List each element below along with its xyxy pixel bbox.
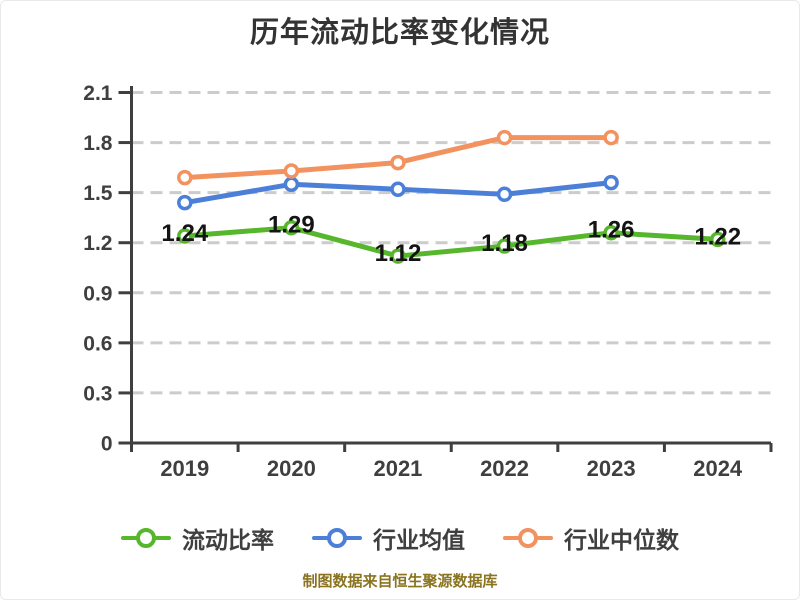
legend-line-icon <box>312 528 362 548</box>
y-tick-label: 0 <box>101 433 113 456</box>
y-tick-label: 0.9 <box>83 282 112 305</box>
legend-dot-icon <box>518 528 538 548</box>
x-tick-label: 2023 <box>587 456 636 481</box>
data-point <box>390 248 406 264</box>
legend-label: 流动比率 <box>182 527 274 553</box>
data-point <box>177 194 193 211</box>
legend-item-current-ratio: 流动比率 <box>121 521 274 555</box>
data-point <box>283 163 300 179</box>
y-tick-label: 2.1 <box>83 82 113 105</box>
y-tick-label: 1.8 <box>83 132 113 155</box>
data-point <box>177 228 193 244</box>
chart-title: 历年流动比率变化情况 <box>249 17 550 49</box>
y-tick-label: 0.3 <box>83 382 112 405</box>
data-point <box>603 174 619 191</box>
data-point <box>390 154 406 171</box>
data-point <box>496 238 513 254</box>
y-tick-label: 1.2 <box>83 232 112 255</box>
x-tick-label: 2022 <box>480 456 529 481</box>
data-point <box>283 219 300 236</box>
data-point <box>496 186 513 203</box>
data-point-label: 1.18 <box>481 230 528 257</box>
y-axis-labels: 0 0.3 0.6 0.9 1.2 1.5 1.8 2.1 <box>83 82 113 456</box>
data-point-label: 1.12 <box>375 240 422 267</box>
x-tick-label: 2021 <box>373 456 422 481</box>
series-current-ratio <box>177 219 726 264</box>
data-point-label: 1.22 <box>694 223 741 250</box>
x-tick-label: 2019 <box>160 456 209 481</box>
axes <box>118 86 773 452</box>
data-point-label: 1.29 <box>268 212 315 239</box>
x-tick-label: 2024 <box>693 456 743 481</box>
series-industry-average <box>177 174 619 211</box>
data-point <box>283 176 300 193</box>
legend-label: 行业中位数 <box>564 527 679 553</box>
legend-line-icon <box>503 528 553 548</box>
data-point <box>603 129 619 146</box>
data-point <box>709 231 726 248</box>
legend-item-industry-median: 行业中位数 <box>503 521 679 555</box>
legend-item-industry-average: 行业均值 <box>312 521 465 555</box>
data-point <box>496 129 513 146</box>
data-source-note: 制图数据来自恒生聚源数据库 <box>302 573 498 590</box>
data-point <box>603 224 619 241</box>
legend-dot-icon <box>327 528 347 548</box>
data-point <box>390 181 406 198</box>
legend-dot-icon <box>136 528 156 548</box>
y-tick-label: 0.6 <box>83 332 112 355</box>
data-point <box>177 169 193 186</box>
data-point-label: 1.26 <box>588 217 635 244</box>
data-point-label: 1.24 <box>161 220 208 247</box>
x-tick-label: 2020 <box>267 456 316 481</box>
gridlines <box>131 91 771 395</box>
legend-line-icon <box>121 528 171 548</box>
legend-label: 行业均值 <box>373 527 465 553</box>
series-industry-median <box>177 129 619 186</box>
x-axis-labels: 2019 2020 2021 2022 2023 2024 <box>160 456 743 481</box>
chart-legend: 流动比率 行业均值 行业中位数 <box>1 521 799 555</box>
data-point-labels: 1.24 1.29 1.12 1.18 1.26 1.22 <box>161 212 741 267</box>
y-tick-label: 1.5 <box>83 182 113 205</box>
